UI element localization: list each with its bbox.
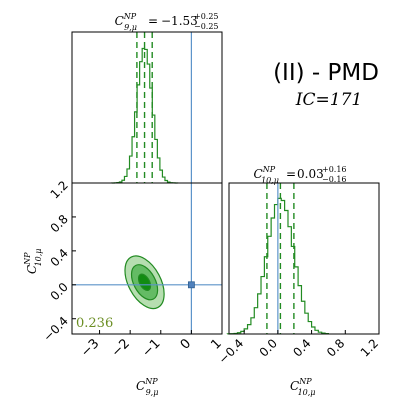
title-c10-minus: −0.16 [322, 175, 347, 184]
x-axis-label-c10: CNP 10,μ [290, 377, 316, 397]
x-tick-label-c10: 0.0 [257, 336, 280, 359]
histogram-title-c10: CNP 10,μ = 0.03 +0.16 −0.16 [254, 165, 347, 185]
y-axis-label-c10: CNP 10,μ [23, 249, 43, 275]
title-c9-equals: = [148, 14, 158, 28]
x-tick-label-c10: −0.4 [216, 336, 247, 367]
x-tick-label-c9: −1 [139, 336, 163, 360]
x-tick-label-c9: −2 [109, 336, 133, 360]
title-c10-plus: +0.16 [322, 165, 347, 174]
title-c10-value: 0.03 [297, 167, 324, 181]
x-tick-label-c9: −3 [78, 336, 102, 360]
title-c9-symbol: CNP 9,μ [115, 12, 137, 32]
y-tick-label-c10: 1.2 [48, 178, 71, 201]
y-tick-label-c10: 0.8 [48, 212, 71, 235]
contour-frame [71, 182, 223, 335]
histogram-c9-bars [111, 47, 179, 184]
x-tick-label-c10: 0.8 [324, 336, 347, 359]
x-tick-label-c9: 0 [178, 336, 194, 352]
contour-panel: −3 −2 −1 0 1−0.40.00.40.81.2 [40, 178, 224, 360]
x-tick-label-c10: 1.2 [358, 336, 381, 359]
correlation-label: 0.236 [76, 316, 113, 331]
x-axis-label-c9: CNP 9,μ [136, 377, 158, 397]
y-tick-label-c10: −0.4 [40, 314, 71, 345]
y-tick-label-c10: 0.4 [48, 246, 71, 269]
title-c9-plus: +0.25 [194, 12, 219, 21]
title-c9-minus: −0.25 [194, 22, 219, 31]
y-tick-label-c10: 0.0 [48, 280, 71, 303]
histogram-panel-c9 [71, 31, 223, 184]
title-c9-value: −1.53 [161, 14, 198, 28]
title-c10-equals: = [286, 167, 296, 181]
sm-reference-marker [187, 281, 195, 289]
title-c10-symbol: CNP 10,μ [254, 165, 280, 185]
histogram-title-c9: CNP 9,μ = −1.53 +0.25 −0.25 [115, 12, 219, 32]
model-label: (II) - PMD [273, 60, 379, 86]
information-criterion-label: IC=171 [295, 90, 362, 110]
histogram-panel-c10: −0.4 0.0 0.4 0.8 1.2 [216, 182, 381, 367]
x-tick-label-c10: 0.4 [290, 336, 313, 359]
histogram-frame-c10 [228, 182, 380, 335]
